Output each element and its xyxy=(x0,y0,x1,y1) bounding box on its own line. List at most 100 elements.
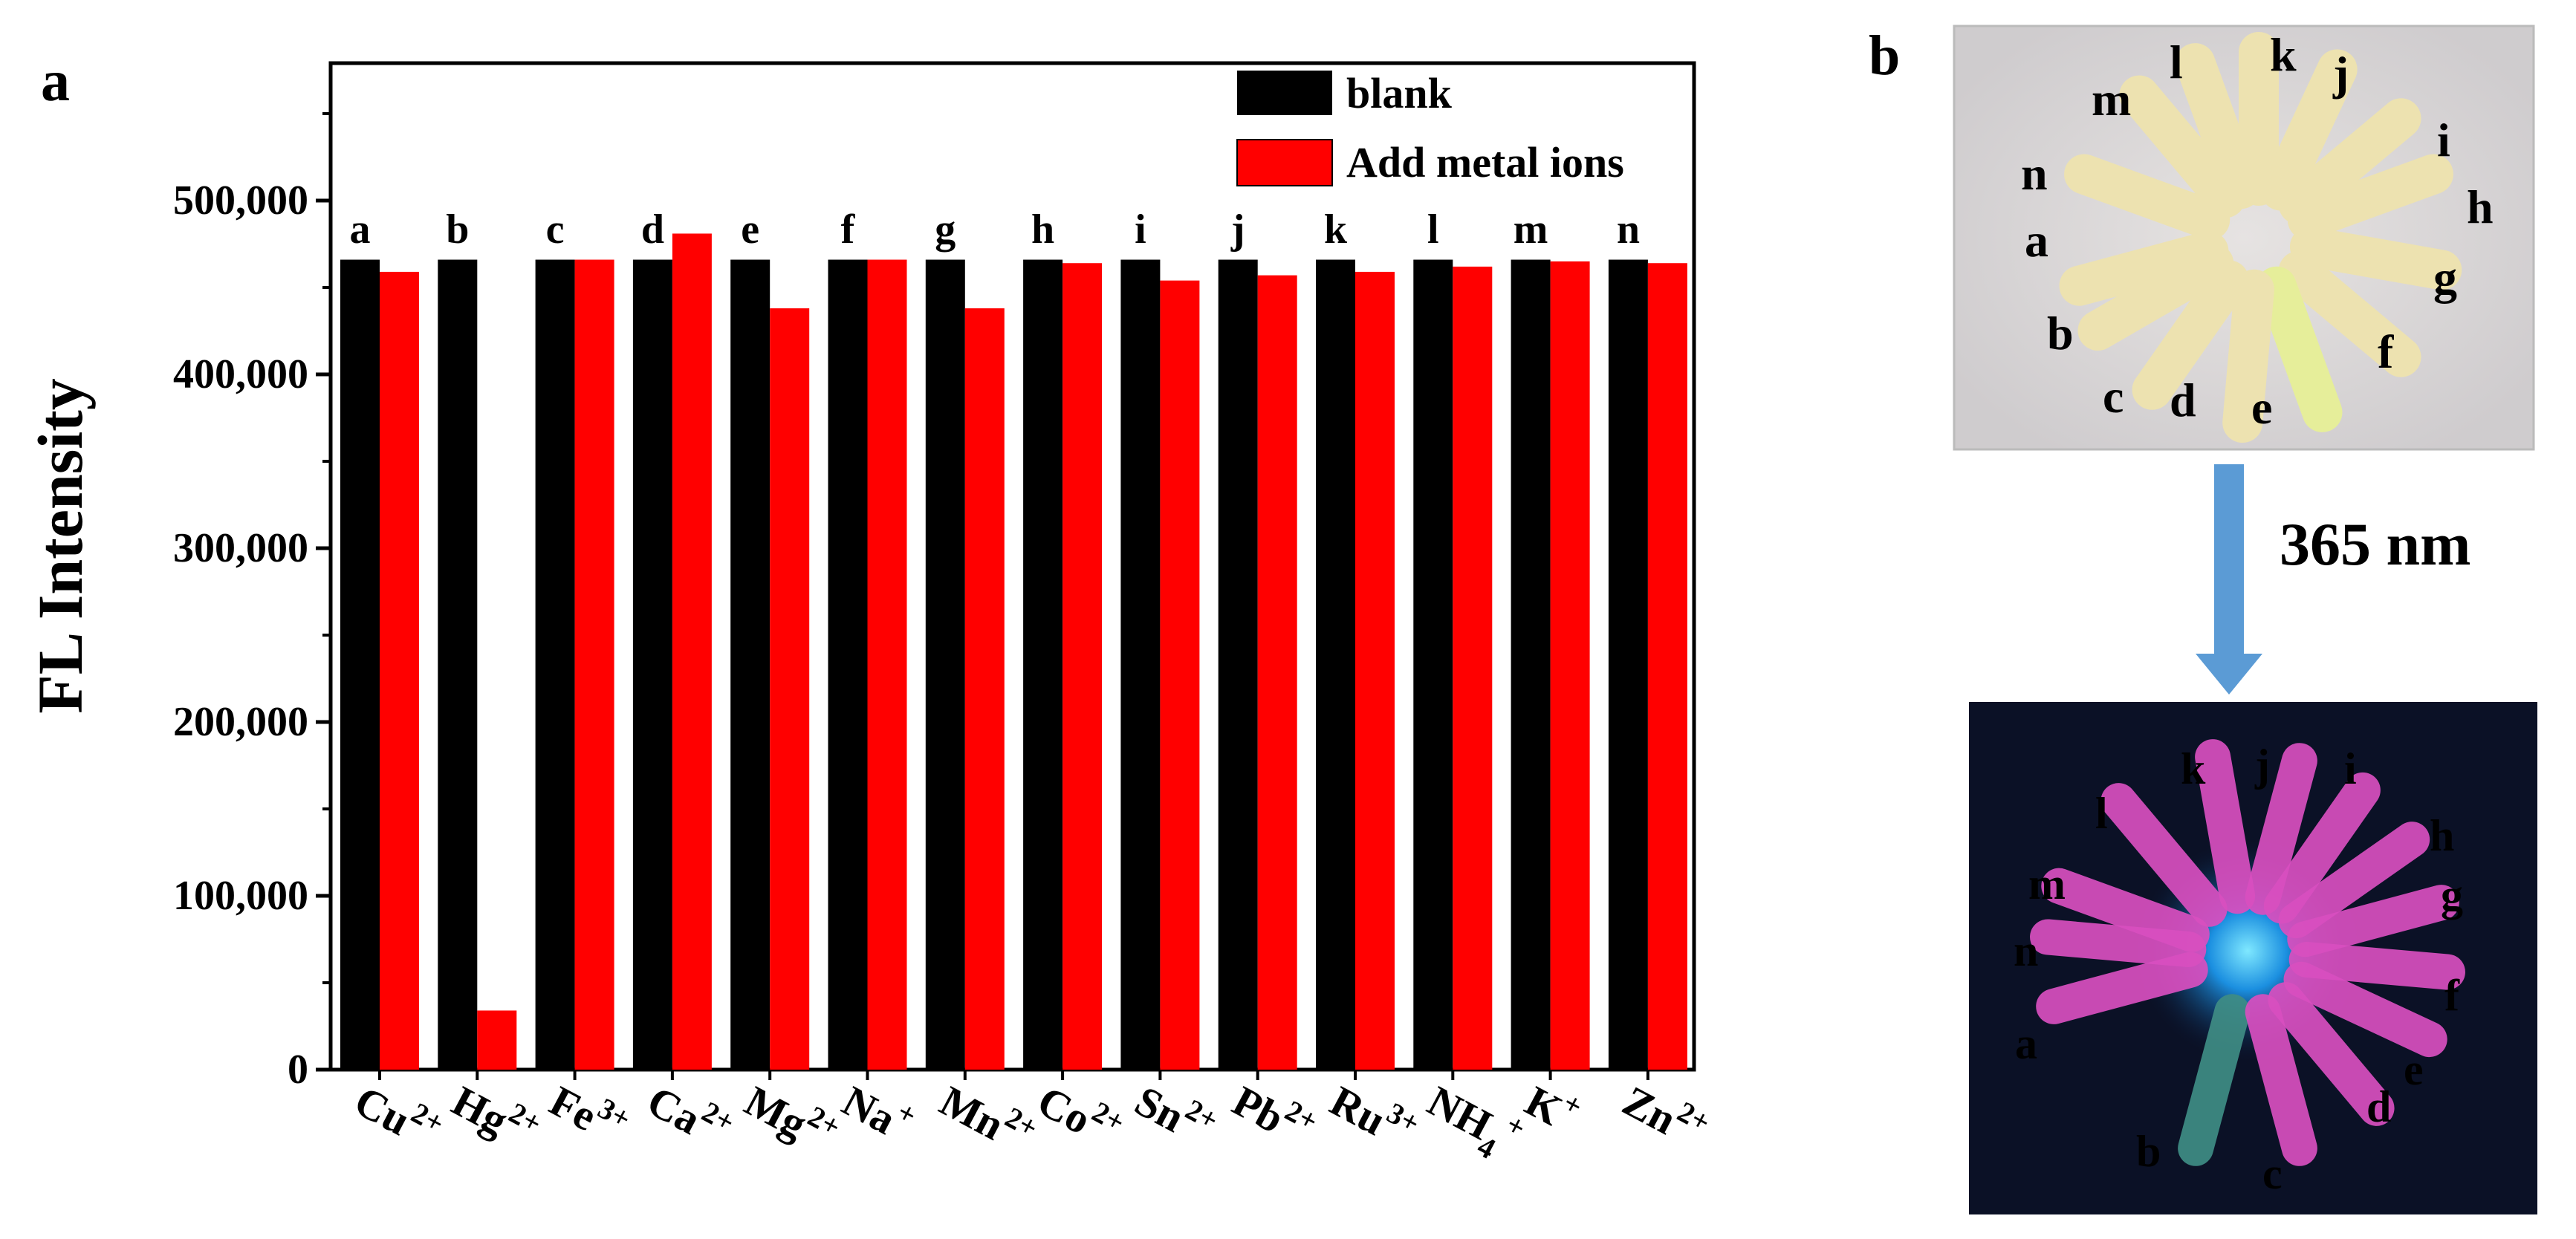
bar-blank xyxy=(1413,259,1453,1070)
tube-label-daylight: j xyxy=(2332,47,2349,100)
x-category-label: Fe3+ xyxy=(542,1070,636,1155)
tube-label-uv: i xyxy=(2344,744,2357,793)
x-category-label: Ru3+ xyxy=(1323,1070,1425,1160)
tube-uv xyxy=(2030,919,2207,968)
bar-letter: i xyxy=(1135,206,1146,253)
bar-letter: e xyxy=(741,206,759,253)
tube-uv xyxy=(2036,952,2208,1024)
tube-uv xyxy=(2268,982,2395,1126)
tube-daylight xyxy=(2278,98,2421,225)
bar-letter: j xyxy=(1230,206,1245,253)
bar-metal-ion xyxy=(1062,263,1103,1070)
tubes-uv-group xyxy=(2030,739,2465,1166)
tube-uv xyxy=(2283,961,2447,1058)
tube-daylight xyxy=(2256,266,2343,432)
bar-letter: m xyxy=(1514,206,1548,253)
x-category-label: K+ xyxy=(1517,1070,1588,1142)
tube-label-uv: d xyxy=(2366,1082,2391,1131)
tube-labels-uv: a b c def gh i jk lmn xyxy=(2014,741,2463,1198)
x-category-label: Co2+ xyxy=(1030,1070,1131,1159)
tube-uv xyxy=(2288,941,2465,990)
bar-letter: d xyxy=(641,206,664,253)
tube-label-uv: l xyxy=(2095,789,2108,838)
tube-label-uv: a xyxy=(2015,1019,2037,1068)
tube-label-uv: b xyxy=(2136,1127,2161,1176)
bar-blank xyxy=(1023,259,1063,1070)
tube-label-uv: k xyxy=(2181,744,2206,793)
tube-label-uv: n xyxy=(2014,926,2038,975)
tube-label-daylight: m xyxy=(2092,73,2131,126)
tube-uv xyxy=(2278,822,2430,939)
bar-metal-ion xyxy=(964,308,1005,1070)
tube-uv xyxy=(2287,885,2459,957)
tube-label-daylight: l xyxy=(2170,36,2183,88)
tube-label-uv: m xyxy=(2028,859,2066,908)
bar-letter: c xyxy=(546,206,565,253)
tube-label-uv: g xyxy=(2441,871,2463,920)
tube-daylight xyxy=(2222,269,2274,443)
tube-daylight xyxy=(2289,227,2462,290)
tube-label-daylight: k xyxy=(2270,28,2297,81)
bar-metal-ion xyxy=(477,1010,517,1070)
bar-letter: b xyxy=(446,206,469,253)
bar-letter: f xyxy=(841,206,856,253)
bar-letter: l xyxy=(1427,206,1439,253)
x-category-label: Pb2+ xyxy=(1225,1070,1324,1157)
bar-blank xyxy=(730,259,770,1070)
tube-label-daylight: h xyxy=(2467,181,2494,233)
bar-letter: g xyxy=(935,206,956,253)
tube-label-daylight: b xyxy=(2047,307,2074,360)
legend-label-metal: Add metal ions xyxy=(1346,138,1624,186)
tube-label-uv: h xyxy=(2430,811,2454,860)
bar-blank xyxy=(1511,259,1551,1070)
tube-label-daylight: a xyxy=(2025,214,2048,267)
bar-blank xyxy=(340,259,380,1070)
x-category-label: NH4+ xyxy=(1415,1070,1531,1174)
panel-b-label: b xyxy=(1869,25,1900,87)
bar-letter: n xyxy=(1617,206,1640,253)
tube-daylight xyxy=(2278,250,2421,377)
x-category-label: Mn2+ xyxy=(932,1070,1044,1164)
bar-metal-ion xyxy=(380,271,419,1070)
tube-label-uv: j xyxy=(2254,741,2270,790)
panel-a-label: a xyxy=(41,48,70,113)
tube-uv xyxy=(2100,783,2228,927)
tube-label-uv: e xyxy=(2404,1045,2424,1094)
tube-daylight xyxy=(2077,244,2234,351)
y-tick-label: 400,000 xyxy=(173,351,308,397)
x-category-label: Hg2+ xyxy=(444,1070,547,1160)
tube-uv xyxy=(2178,994,2251,1166)
tube-label-daylight: e xyxy=(2251,381,2272,434)
bar-metal-ion xyxy=(867,259,907,1070)
legend-swatch-blank xyxy=(1237,71,1332,115)
y-axis-title: FL Intensity xyxy=(25,378,96,714)
excitation-arrow xyxy=(2196,464,2262,695)
bar-letter-labels: a b c d e f g h i j k l m n xyxy=(350,206,1640,253)
bar-blank xyxy=(1608,259,1648,1070)
bar-blank xyxy=(632,259,672,1070)
tube-daylight xyxy=(2064,154,2231,241)
tubes-daylight-group xyxy=(2059,32,2462,443)
x-axis-category-labels: Cu2+Hg2+Fe3+ Ca2+Mg2+Na+ Mn2+Co2+Sn2+ Pb2+R… xyxy=(347,1070,1716,1174)
arrow-label: 365 nm xyxy=(2280,510,2470,578)
bar-blank xyxy=(925,259,965,1070)
x-category-label: Sn2+ xyxy=(1127,1070,1224,1157)
legend: blank Add metal ions xyxy=(1236,69,1624,186)
bar-blank xyxy=(1218,259,1258,1070)
tube-label-uv: f xyxy=(2444,971,2460,1020)
bar-series-group xyxy=(340,233,1687,1070)
bar-metal-ion xyxy=(1355,271,1395,1070)
x-category-label: Mg2+ xyxy=(737,1070,846,1163)
x-category-label: Ca2+ xyxy=(640,1070,741,1159)
x-category-label: Na+ xyxy=(834,1070,922,1151)
tube-daylight xyxy=(2260,49,2358,211)
bar-blank xyxy=(535,259,575,1070)
bar-blank xyxy=(438,259,478,1070)
bar-metal-ion xyxy=(672,233,712,1070)
tube-label-daylight: c xyxy=(2103,370,2124,423)
bar-blank xyxy=(1316,259,1355,1070)
plot-frame xyxy=(328,61,1696,1072)
